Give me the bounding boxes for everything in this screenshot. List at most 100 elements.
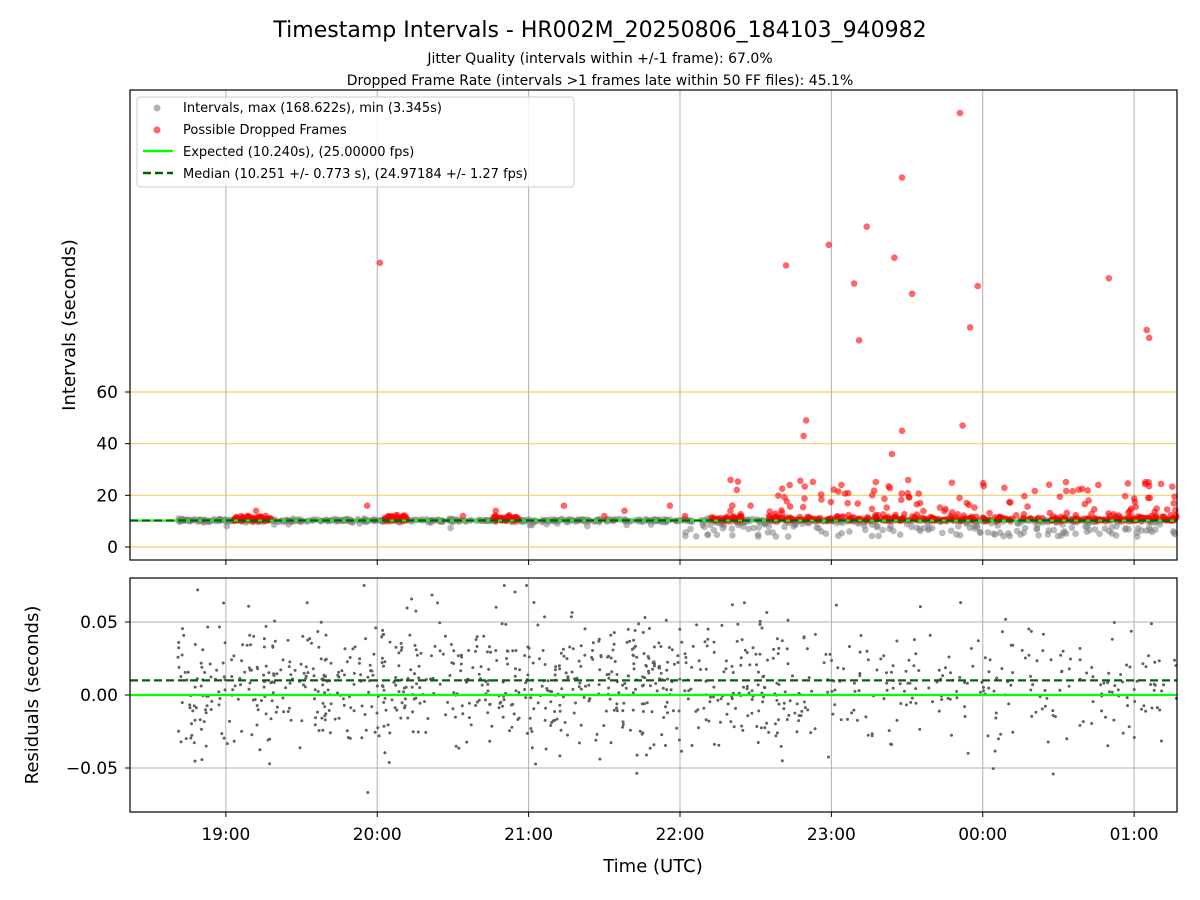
residual-point xyxy=(1000,630,1004,634)
residual-point xyxy=(652,743,656,747)
residual-point xyxy=(1043,689,1047,692)
residual-point xyxy=(524,696,528,700)
residual-point xyxy=(200,665,204,669)
dropped-point xyxy=(1142,478,1149,486)
residual-point xyxy=(591,641,595,645)
residual-point xyxy=(560,687,564,691)
residual-point xyxy=(761,675,765,679)
residual-point xyxy=(858,650,862,654)
residual-point xyxy=(758,619,762,623)
residual-point xyxy=(488,703,492,706)
residual-point xyxy=(1029,629,1033,633)
residual-point xyxy=(366,791,370,794)
residual-point xyxy=(763,686,767,690)
interval-point xyxy=(1112,532,1120,539)
interval-point xyxy=(838,529,845,537)
residual-point xyxy=(232,654,236,658)
residual-point xyxy=(657,641,661,645)
residual-point xyxy=(1149,683,1153,686)
interval-point xyxy=(873,523,881,531)
residual-point xyxy=(430,654,433,658)
residual-point xyxy=(1029,688,1033,692)
residual-point xyxy=(914,701,918,705)
residual-point xyxy=(558,754,562,758)
residual-point xyxy=(827,755,830,759)
residual-point xyxy=(363,713,367,716)
residual-point xyxy=(327,709,331,712)
residual-point xyxy=(779,744,783,748)
residual-point xyxy=(321,683,325,687)
interval-point xyxy=(976,528,984,536)
residual-point xyxy=(612,631,616,635)
residual-point xyxy=(340,669,344,673)
residual-point xyxy=(381,633,385,637)
interval-point xyxy=(710,526,718,534)
residual-point xyxy=(399,641,403,645)
residual-point xyxy=(342,703,346,707)
residual-point xyxy=(899,702,903,705)
residual-point xyxy=(525,731,529,735)
residual-point xyxy=(230,675,234,678)
residual-point xyxy=(691,644,695,648)
interval-point xyxy=(1013,527,1021,535)
residual-point xyxy=(664,744,667,747)
dropped-point xyxy=(1024,503,1031,510)
residual-point xyxy=(797,714,801,717)
residual-point xyxy=(885,671,888,675)
residual-point xyxy=(949,671,952,675)
residual-point xyxy=(1004,617,1008,621)
dropped-point xyxy=(601,512,608,520)
dropped-point xyxy=(778,509,786,516)
residual-point xyxy=(394,683,398,687)
residual-point xyxy=(632,638,636,642)
residual-point xyxy=(583,627,587,631)
residual-point xyxy=(706,627,710,631)
residual-point xyxy=(822,661,826,665)
residual-point xyxy=(672,662,676,666)
residual-point xyxy=(410,685,414,689)
residual-point xyxy=(594,738,598,742)
dropped-point xyxy=(883,504,891,511)
residual-point xyxy=(529,688,533,691)
residual-point xyxy=(474,649,477,653)
residual-point xyxy=(192,704,196,708)
residual-point xyxy=(590,655,594,659)
residual-point xyxy=(865,649,869,653)
residual-point xyxy=(553,673,557,677)
residual-point xyxy=(317,645,321,649)
residual-point xyxy=(608,697,612,701)
residual-point xyxy=(675,726,679,730)
residual-point xyxy=(529,696,533,700)
residual-point xyxy=(1011,671,1015,675)
interval-point xyxy=(706,521,714,529)
interval-point xyxy=(1108,523,1116,531)
dropped-point xyxy=(1006,498,1013,506)
residual-point xyxy=(255,665,259,669)
residual-point xyxy=(712,640,716,644)
residual-point xyxy=(410,597,414,601)
residual-point xyxy=(870,732,874,736)
residual-point xyxy=(1149,622,1153,626)
residual-point xyxy=(201,648,205,652)
residual-point xyxy=(222,675,226,679)
interval-point xyxy=(687,525,694,533)
residual-point xyxy=(382,724,386,728)
residual-point xyxy=(465,680,468,684)
residual-point xyxy=(302,671,306,675)
interval-point xyxy=(1125,526,1132,533)
residual-point xyxy=(665,688,669,692)
legend-marker-dropped xyxy=(153,126,161,134)
residual-point xyxy=(559,728,563,732)
residual-point xyxy=(729,720,733,724)
residual-point xyxy=(1043,704,1047,708)
dropped-point xyxy=(920,507,927,515)
residual-point xyxy=(222,601,226,605)
residual-point xyxy=(269,717,273,721)
residual-point xyxy=(387,761,391,764)
residual-point xyxy=(1162,683,1166,687)
residual-point xyxy=(565,657,569,661)
residual-point xyxy=(448,674,452,677)
residual-point xyxy=(543,615,547,619)
residual-point xyxy=(635,753,639,757)
residual-point xyxy=(348,656,352,659)
